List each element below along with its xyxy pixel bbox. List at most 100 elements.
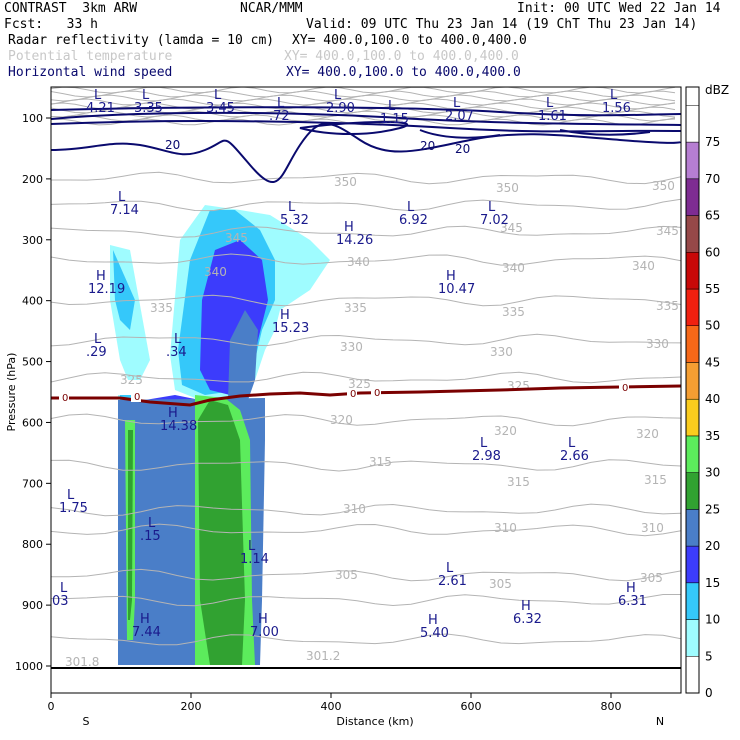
theta-label-14: 330 <box>340 340 363 354</box>
pressure-center-low-symbol-2: L <box>214 88 222 103</box>
colorbar-swatch-35 <box>685 398 700 437</box>
theta-label-24: 315 <box>507 475 530 489</box>
reflectivity-layer <box>110 205 330 665</box>
pressure-center-value-27: 6.31 <box>618 594 647 609</box>
field2-name: Potential temperature <box>8 49 173 64</box>
pressure-center-high-symbol-15: H <box>446 269 456 284</box>
theta-label-25: 315 <box>644 473 667 487</box>
theta-contour-11 <box>51 568 681 582</box>
theta-contour-9 <box>51 503 681 517</box>
wind-contour-2 <box>51 106 681 117</box>
theta-label-5: 345 <box>656 224 679 238</box>
pressure-center-value-20: 2.98 <box>472 449 501 464</box>
theta-label-22: 320 <box>636 427 659 441</box>
y-tick-label-600: 600 <box>22 416 43 429</box>
y-tick-label-700: 700 <box>22 477 43 490</box>
reflectivity-cell-5 <box>228 310 258 400</box>
theta-label-27: 310 <box>494 521 517 535</box>
pressure-center-value-9: 7.14 <box>110 203 139 218</box>
colorbar-label-65: 65 <box>705 209 720 223</box>
y-tick-label-200: 200 <box>22 173 43 186</box>
pressure-center-value-30: 7.00 <box>250 625 279 640</box>
colorbar-swatch-15 <box>685 545 700 584</box>
theta-label-8: 340 <box>502 261 525 275</box>
colorbar-swatch-70 <box>685 141 700 180</box>
pressure-center-value-7: 1.61 <box>538 109 567 124</box>
field1-name: Radar reflectivity (lamda = 10 cm) <box>8 33 275 48</box>
theta-contour-1 <box>51 198 681 212</box>
pressure-center-low-symbol-22: L <box>67 488 75 503</box>
y-tick-label-400: 400 <box>22 295 43 308</box>
y-tick-label-500: 500 <box>22 356 43 369</box>
pressure-center-low-symbol-5: L <box>388 99 396 114</box>
wind-contour-1 <box>51 120 681 133</box>
pressure-center-low-symbol-6: L <box>453 96 461 111</box>
y-tick-label-100: 100 <box>22 112 43 125</box>
y-axis-label: Pressure (hPa) <box>5 353 18 432</box>
colorbar-label-30: 30 <box>705 466 720 480</box>
freezing-level-line <box>51 384 681 407</box>
valid-time: Valid: 09 UTC Thu 23 Jan 14 (19 ChT Thu … <box>306 17 698 32</box>
pressure-center-value-17: .29 <box>86 345 107 360</box>
pressure-center-value-6: 2.07 <box>445 109 474 124</box>
pressure-center-high-symbol-31: H <box>428 613 438 628</box>
pressure-center-value-1: 3.35 <box>134 101 163 116</box>
pressure-center-value-8: 1.56 <box>602 101 631 116</box>
pressure-center-high-symbol-29: H <box>140 612 150 627</box>
pressure-center-value-29: 7.44 <box>132 625 161 640</box>
field1-xy: XY= 400.0,100.0 to 400.0,400.0 <box>292 33 527 48</box>
pressure-center-low-symbol-3: L <box>277 96 285 111</box>
pressure-center-high-symbol-16: H <box>280 308 290 323</box>
theta-label-12: 335 <box>502 305 525 319</box>
pressure-center-value-25: 2.61 <box>438 574 467 589</box>
colorbar-swatch-20 <box>685 509 700 547</box>
reflectivity-cell-13 <box>128 430 133 620</box>
colorbar-swatch-5 <box>685 619 700 657</box>
pressure-center-value-31: 5.40 <box>420 626 449 641</box>
pressure-center-value-18: .34 <box>166 345 187 360</box>
wind-contour-5 <box>419 129 501 139</box>
theta-label-0: 350 <box>334 175 357 189</box>
theta-label-11: 335 <box>344 301 367 315</box>
colorbar-label-5: 5 <box>705 649 713 663</box>
x-tick-label-0: 0 <box>48 700 55 713</box>
theta-contour-0 <box>51 171 681 185</box>
freezing-label-2: 0 <box>350 389 356 400</box>
pressure-center-value-26: 03 <box>52 594 69 609</box>
theta-label-9: 340 <box>632 259 655 273</box>
x-tick-label-200: 200 <box>181 700 202 713</box>
pressure-center-low-symbol-12: L <box>407 200 415 215</box>
theta-label-13: 335 <box>656 299 679 313</box>
theta-label-26: 310 <box>343 502 366 516</box>
field2-xy: XY= 400.0,100.0 to 400.0,400.0 <box>284 49 519 64</box>
theta-label-31: 305 <box>640 571 663 585</box>
colorbar-swatch-60 <box>685 215 700 253</box>
colorbar-label-50: 50 <box>705 319 720 333</box>
pressure-center-low-symbol-18: L <box>174 332 182 347</box>
wind-contour-3 <box>51 122 681 184</box>
pressure-center-high-symbol-28: H <box>521 599 531 614</box>
theta-label-7: 340 <box>347 255 370 269</box>
pressure-center-value-22: 1.75 <box>59 501 88 516</box>
theta-contour-5 <box>51 333 681 347</box>
colorbar-label-70: 70 <box>705 172 720 186</box>
wind-contour-label-0: 20 <box>165 138 180 152</box>
pressure-center-value-13: 7.02 <box>480 213 509 228</box>
theta-contour-10 <box>51 523 681 537</box>
colorbar-label-20: 20 <box>705 539 720 553</box>
colorbar-label-15: 15 <box>705 576 720 590</box>
y-tick-label-300: 300 <box>22 234 43 247</box>
y-tick-label-1000: 1000 <box>15 660 43 673</box>
freezing-label-3: 0 <box>374 388 380 399</box>
pressure-center-value-3: .72 <box>269 109 290 124</box>
pressure-center-value-16: 15.23 <box>272 321 309 336</box>
theta-label-30: 305 <box>489 577 512 591</box>
theta-contour-4 <box>51 294 681 307</box>
pressure-center-value-2: 3.45 <box>206 101 235 116</box>
pressure-center-low-symbol-20: L <box>480 436 488 451</box>
field3-xy: XY= 400.0,100.0 to 400.0,400.0 <box>286 65 521 80</box>
theta-label-16: 330 <box>646 337 669 351</box>
theta-label-6: 340 <box>204 265 227 279</box>
freezing-label-bg-1 <box>131 392 141 402</box>
